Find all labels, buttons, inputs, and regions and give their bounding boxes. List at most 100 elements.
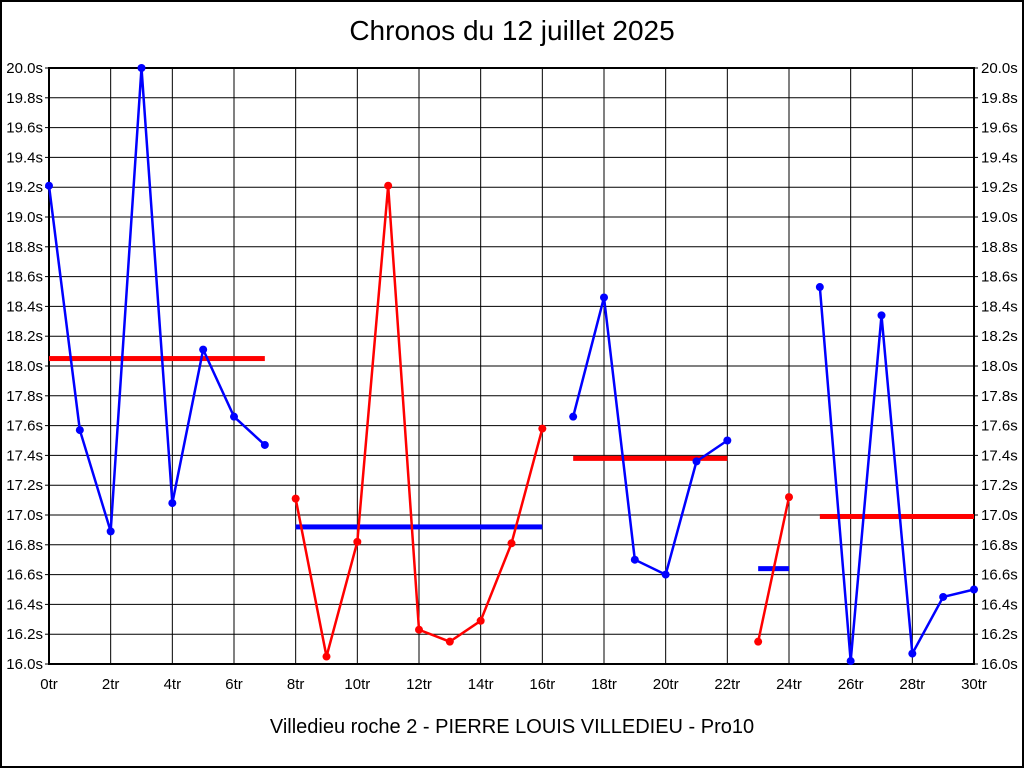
- lap-point: [445, 637, 454, 646]
- y-axis-label-left: 19.4s: [6, 149, 43, 166]
- y-axis-label-left: 18.4s: [6, 298, 43, 315]
- x-axis-label: 24tr: [776, 676, 802, 693]
- lap-point: [600, 293, 608, 302]
- y-axis-label-right: 19.0s: [981, 209, 1018, 226]
- y-axis-label-right: 17.8s: [981, 388, 1018, 405]
- lap-point: [507, 539, 516, 548]
- lap-point: [137, 64, 146, 72]
- lap-point: [199, 345, 208, 354]
- lap-point: [75, 426, 84, 435]
- lap-point: [291, 494, 300, 503]
- lap-point: [106, 527, 115, 536]
- lap-point: [415, 625, 423, 634]
- x-axis-label: 10tr: [344, 676, 370, 693]
- lap-point: [723, 436, 732, 445]
- average-bar: [49, 356, 265, 362]
- chart-footer: Villedieu roche 2 - PIERRE LOUIS VILLEDI…: [269, 716, 755, 738]
- y-axis-label-right: 16.8s: [981, 537, 1018, 554]
- lap-line: [571, 296, 729, 576]
- x-axis-label: 30tr: [961, 676, 987, 693]
- y-axis-label-left: 19.8s: [6, 90, 43, 107]
- x-axis-label: 12tr: [406, 676, 432, 693]
- y-axis-label-right: 18.0s: [981, 358, 1018, 375]
- y-axis-label-left: 17.4s: [6, 447, 43, 464]
- y-axis-label-left: 19.6s: [6, 120, 43, 137]
- lap-point: [476, 616, 485, 625]
- lap-point: [569, 412, 578, 421]
- lap-point: [538, 424, 547, 433]
- x-axis-label: 28tr: [899, 676, 925, 693]
- x-axis-label: 22tr: [714, 676, 740, 693]
- y-axis-label-left: 16.8s: [6, 537, 43, 554]
- lap-line: [47, 66, 266, 533]
- lap-point: [970, 585, 978, 594]
- y-axis-label-right: 19.2s: [981, 179, 1018, 196]
- x-axis-label: 26tr: [838, 676, 864, 693]
- lap-point: [230, 412, 238, 421]
- y-axis-label-left: 20.0s: [6, 60, 43, 77]
- x-axis-label: 14tr: [468, 676, 494, 693]
- x-axis-label: 8tr: [287, 676, 305, 693]
- lap-point: [939, 592, 948, 601]
- y-axis-label-left: 16.0s: [6, 656, 43, 673]
- y-axis-label-right: 19.8s: [981, 90, 1018, 107]
- y-axis-label-left: 16.4s: [6, 596, 43, 613]
- y-axis-label-left: 16.6s: [6, 567, 43, 584]
- lap-point: [877, 311, 886, 320]
- y-axis-label-left: 19.0s: [6, 209, 43, 226]
- y-axis-label-right: 16.2s: [981, 626, 1018, 643]
- y-axis-label-left: 19.2s: [6, 179, 43, 196]
- y-axis-label-right: 17.0s: [981, 507, 1018, 524]
- y-axis-label-right: 16.0s: [981, 656, 1018, 673]
- lap-point: [322, 652, 331, 661]
- y-axis-label-left: 17.2s: [6, 477, 43, 494]
- y-axis-label-left: 18.0s: [6, 358, 43, 375]
- average-bar: [295, 524, 543, 530]
- lap-line: [818, 286, 975, 663]
- lap-point: [353, 537, 362, 546]
- lap-point: [260, 440, 269, 449]
- y-axis-label-left: 18.8s: [6, 239, 43, 256]
- x-axis-label: 2tr: [102, 676, 120, 693]
- lap-point: [168, 499, 177, 508]
- x-axis-label: 18tr: [591, 676, 617, 693]
- y-axis-label-right: 17.6s: [981, 418, 1018, 435]
- y-axis-label-right: 18.8s: [981, 239, 1018, 256]
- y-axis-label-right: 17.2s: [981, 477, 1018, 494]
- average-bar: [819, 513, 974, 519]
- lap-point: [692, 457, 701, 466]
- y-axis-label-left: 17.0s: [6, 507, 43, 524]
- lap-point: [815, 283, 824, 292]
- y-axis-label-right: 16.4s: [981, 596, 1018, 613]
- lap-point: [45, 181, 53, 190]
- y-axis-label-left: 17.8s: [6, 388, 43, 405]
- lap-point: [630, 555, 639, 564]
- y-axis-label-right: 16.6s: [981, 567, 1018, 584]
- lap-point: [908, 649, 917, 658]
- y-axis-label-right: 17.4s: [981, 447, 1018, 464]
- y-axis-label-left: 17.6s: [6, 418, 43, 435]
- x-axis-label: 0tr: [40, 676, 58, 693]
- plot-frame: [48, 67, 975, 665]
- lap-point: [754, 637, 763, 646]
- x-axis-label: 4tr: [164, 676, 182, 693]
- lap-point: [785, 493, 793, 502]
- x-axis-label: 16tr: [529, 676, 555, 693]
- y-axis-label-right: 18.4s: [981, 298, 1018, 315]
- y-axis-label-right: 18.6s: [981, 269, 1018, 286]
- y-axis-label-left: 16.2s: [6, 626, 43, 643]
- y-axis-label-left: 18.2s: [6, 328, 43, 345]
- y-axis-label-right: 20.0s: [981, 60, 1018, 77]
- x-axis-label: 20tr: [653, 676, 679, 693]
- average-bar: [573, 455, 728, 461]
- lap-point: [384, 181, 393, 190]
- lap-line: [756, 496, 791, 642]
- chart-title: Chronos du 12 juillet 2025: [349, 15, 675, 46]
- y-axis-label-right: 18.2s: [981, 328, 1018, 345]
- y-axis-label-right: 19.6s: [981, 120, 1018, 137]
- lap-point: [661, 570, 670, 579]
- x-axis-label: 6tr: [225, 676, 243, 693]
- y-axis-label-right: 19.4s: [981, 149, 1018, 166]
